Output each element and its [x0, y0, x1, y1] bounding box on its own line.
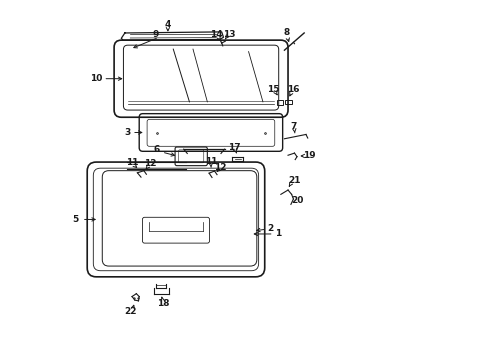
Text: 13: 13 [222, 30, 235, 39]
Text: 19: 19 [303, 152, 316, 161]
Text: 16: 16 [287, 85, 300, 94]
Text: 1: 1 [275, 229, 281, 238]
Text: 11: 11 [126, 158, 138, 167]
Text: 4: 4 [165, 20, 171, 29]
Text: 14: 14 [210, 30, 222, 39]
Text: 11: 11 [205, 157, 217, 166]
Text: 21: 21 [288, 176, 301, 185]
Bar [276, 100, 283, 105]
Text: 12: 12 [214, 163, 227, 172]
Text: 2: 2 [267, 224, 273, 233]
Text: 17: 17 [228, 143, 241, 152]
Text: 15: 15 [268, 85, 280, 94]
Text: 9: 9 [152, 30, 159, 39]
Text: 12: 12 [144, 159, 156, 168]
Text: 5: 5 [73, 215, 79, 224]
Text: 6: 6 [153, 145, 160, 154]
Text: 7: 7 [290, 122, 296, 131]
Text: 3: 3 [124, 128, 130, 137]
Text: 20: 20 [291, 196, 303, 205]
Text: 22: 22 [124, 307, 137, 316]
Bar [285, 100, 293, 104]
Text: 8: 8 [283, 28, 290, 37]
Text: 10: 10 [90, 74, 102, 83]
Text: 18: 18 [157, 298, 170, 307]
